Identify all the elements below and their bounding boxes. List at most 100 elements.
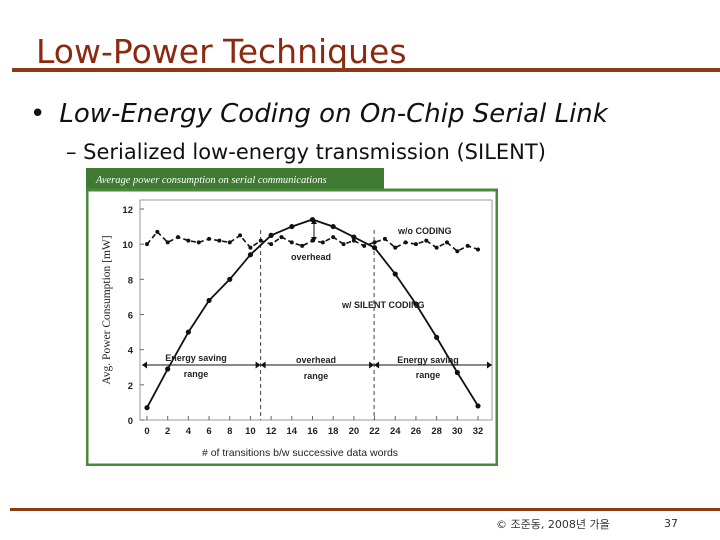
data-point-wo-coding — [424, 238, 429, 243]
data-point-wo-coding — [155, 229, 160, 234]
annotation-overhead-top: overhead — [291, 252, 331, 262]
arrowhead-left — [260, 361, 266, 369]
data-point-silent-coding — [371, 245, 378, 251]
x-tick-label: 10 — [245, 426, 256, 437]
arrowhead-right — [487, 361, 492, 369]
annotation-energy-saving-right: Energy saving — [397, 355, 459, 365]
chart-title: Average power consumption on serial comm… — [95, 175, 327, 186]
data-point-wo-coding — [217, 238, 222, 243]
x-axis-label: # of transitions b/w successive data wor… — [202, 447, 398, 459]
data-point-silent-coding — [454, 369, 460, 376]
x-tick-label: 32 — [473, 426, 484, 437]
y-axis-ticks: 0 2 4 6 8 10 12 — [122, 205, 144, 427]
data-point-wo-coding — [434, 245, 439, 250]
annotation-range-middle: range — [304, 371, 329, 381]
title-divider — [12, 68, 720, 72]
y-tick-label: 8 — [128, 275, 133, 286]
data-point-silent-coding — [351, 234, 357, 240]
bullet-level-2: – Serialized low-energy transmission (SI… — [66, 140, 546, 164]
data-point-wo-coding — [145, 242, 149, 247]
annotation-energy-saving-left: Energy saving — [165, 353, 227, 363]
data-point-wo-coding — [207, 236, 212, 241]
x-tick-label: 30 — [452, 426, 463, 437]
data-point-wo-coding — [186, 238, 191, 243]
data-point-wo-coding — [351, 238, 356, 243]
power-consumption-figure: Average power consumption on serial comm… — [86, 168, 498, 466]
data-point-silent-coding — [144, 405, 150, 411]
data-point-wo-coding — [176, 235, 181, 240]
data-point-wo-coding — [238, 233, 243, 238]
data-point-silent-coding — [330, 223, 336, 230]
y-tick-label: 2 — [128, 381, 133, 392]
data-point-wo-coding — [403, 240, 408, 245]
y-tick-label: 10 — [122, 240, 133, 251]
x-tick-label: 20 — [349, 426, 360, 437]
data-point-silent-coding — [413, 301, 419, 307]
figure-header — [86, 168, 384, 190]
series-points-wo-coding — [145, 229, 480, 254]
x-tick-label: 2 — [165, 426, 170, 437]
page-number: 37 — [664, 517, 678, 530]
data-point-silent-coding — [227, 276, 233, 282]
data-point-wo-coding — [331, 235, 336, 240]
arrowhead-left — [142, 361, 147, 369]
data-point-wo-coding — [269, 242, 274, 247]
figure-background — [86, 168, 498, 466]
data-point-wo-coding — [455, 249, 460, 254]
x-tick-label: 8 — [227, 426, 232, 437]
footer-copyright: © 조준동, 2008년 가을 — [496, 518, 610, 531]
arrowhead-right — [369, 361, 375, 369]
bullet-level-1: • Low-Energy Coding on On-Chip Serial Lin… — [30, 99, 608, 129]
x-tick-label: 0 — [144, 426, 149, 437]
data-point-silent-coding — [206, 297, 212, 304]
bullet-dot: • — [30, 99, 46, 129]
data-point-wo-coding — [413, 242, 418, 247]
x-tick-label: 24 — [390, 426, 401, 437]
x-tick-label: 18 — [328, 426, 339, 437]
data-point-wo-coding — [289, 240, 294, 245]
data-point-wo-coding — [165, 240, 170, 245]
data-point-wo-coding — [320, 240, 325, 245]
data-point-silent-coding — [392, 271, 398, 277]
bullet-1-text: Low-Energy Coding on On-Chip Serial Link — [59, 99, 608, 129]
data-point-silent-coding — [289, 223, 295, 230]
arrowhead-right — [255, 361, 261, 369]
data-point-wo-coding — [476, 247, 480, 252]
figure-border — [86, 188, 498, 466]
x-tick-label: 16 — [307, 426, 318, 437]
x-tick-label: 22 — [369, 426, 380, 437]
data-point-silent-coding — [268, 232, 274, 238]
annotation-range-right: range — [416, 370, 441, 380]
data-point-wo-coding — [279, 235, 284, 240]
data-point-silent-coding — [165, 366, 171, 372]
data-point-wo-coding — [227, 240, 232, 245]
data-point-wo-coding — [465, 243, 470, 248]
data-point-wo-coding — [300, 243, 305, 248]
y-tick-label: 0 — [128, 416, 133, 427]
arrowhead-left — [374, 361, 380, 369]
x-tick-label: 26 — [411, 426, 422, 437]
data-point-wo-coding — [248, 245, 253, 250]
annotation-wo-coding: w/o CODING — [397, 226, 452, 236]
arrowhead-down — [311, 237, 317, 242]
data-point-wo-coding — [258, 238, 263, 243]
x-tick-label: 12 — [266, 426, 277, 437]
annotation-overhead-middle: overhead — [296, 355, 336, 365]
data-point-wo-coding — [372, 240, 377, 245]
arrowhead-up — [311, 219, 317, 224]
data-point-wo-coding — [382, 236, 387, 241]
x-axis-ticks: 0 2 4 6 8 10 12 14 16 18 20 22 24 26 28 30 32 — [144, 416, 483, 437]
data-point-wo-coding — [341, 242, 346, 247]
data-point-wo-coding — [196, 240, 201, 245]
slide-title: Low-Power Techniques — [36, 32, 407, 71]
footer-divider — [10, 508, 720, 511]
x-tick-label: 28 — [431, 426, 442, 437]
y-axis-label: Avg. Power Consumption [mW] — [101, 235, 113, 384]
data-point-wo-coding — [393, 245, 398, 250]
x-tick-label: 6 — [206, 426, 211, 437]
data-point-silent-coding — [185, 329, 191, 335]
y-tick-label: 6 — [128, 311, 133, 322]
annotation-range-left: range — [184, 369, 209, 379]
x-tick-label: 14 — [287, 426, 298, 437]
data-point-wo-coding — [444, 240, 449, 245]
